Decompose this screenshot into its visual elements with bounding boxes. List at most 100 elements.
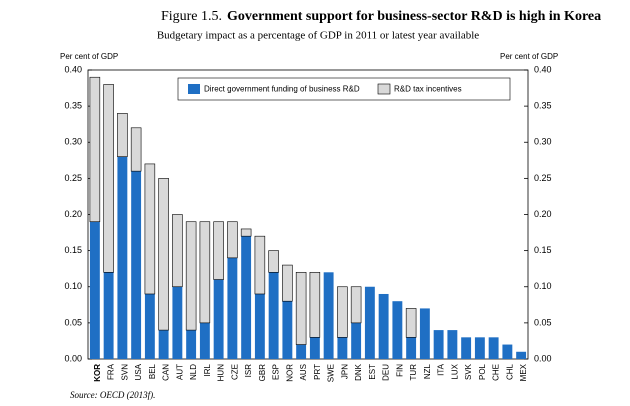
source-note: Source: OECD (2013f). (70, 390, 155, 400)
bar-segment (282, 264, 293, 302)
y2-tick-label: 0.40 (534, 64, 552, 74)
bar-segment (406, 337, 417, 359)
bar-segment (364, 286, 375, 359)
y2-tick-label: 0.35 (534, 101, 552, 111)
x-tick-label: BEL (148, 363, 157, 379)
legend-swatch (188, 84, 200, 94)
bar-segment (144, 163, 156, 295)
bar-segment (268, 250, 279, 273)
y2-tick-label: 0.10 (534, 281, 552, 291)
y-axis-label: Per cent of GDP (60, 52, 118, 61)
bar-segment (158, 330, 169, 359)
x-tick-label: MEX (519, 363, 528, 381)
x-tick-label: USA (134, 363, 143, 380)
y-tick-label: 0.10 (64, 281, 82, 291)
x-tick-label: GBR (258, 364, 267, 382)
x-tick-label: AUS (299, 364, 308, 380)
bar-segment (296, 344, 307, 359)
figure-label: Figure 1.5. (161, 9, 222, 24)
bar-segment (227, 221, 238, 259)
bar-segment (213, 221, 224, 280)
legend-box (177, 77, 511, 101)
bar-segment (309, 337, 320, 359)
bar-segment (144, 293, 155, 359)
x-tick-label: CZE (230, 364, 239, 380)
bar-segment (103, 84, 114, 273)
x-tick-label: NZL (423, 363, 432, 379)
bar-segment (474, 337, 485, 359)
y2-axis-label: Per cent of GDP (500, 52, 558, 61)
bar-segment (131, 171, 142, 359)
bar-segment (103, 272, 114, 359)
bar-segment (172, 286, 183, 359)
x-tick-label: AUT (175, 364, 184, 380)
x-tick-label: FIN (395, 364, 404, 377)
bar-segment (461, 337, 472, 359)
bar-segment (350, 286, 362, 324)
x-tick-label: NOR (285, 364, 294, 382)
x-tick-label: SVN (120, 364, 129, 381)
bar-segment (447, 330, 458, 359)
legend-swatch (377, 83, 391, 95)
y2-tick-label: 0.30 (534, 137, 552, 147)
y-tick-label: 0.25 (64, 173, 82, 183)
bar-segment (199, 322, 210, 359)
x-tick-label: HUN (217, 364, 226, 382)
bar-segment (254, 293, 265, 359)
bar-segment (130, 127, 142, 172)
y2-tick-label: 0.25 (534, 173, 552, 183)
y2-tick-label: 0.20 (534, 209, 552, 219)
x-tick-label: JPN (340, 364, 349, 379)
chart-subtitle: Budgetary impact as a percentage of GDP … (157, 30, 479, 42)
x-tick-label: POL (478, 363, 487, 380)
y2-tick-label: 0.15 (534, 245, 552, 255)
y2-tick-label: 0.00 (534, 353, 552, 363)
legend-label: R&D tax incentives (394, 85, 462, 94)
y-tick-label: 0.40 (64, 64, 82, 74)
bar-segment (488, 337, 499, 359)
x-tick-label: LUX (450, 363, 459, 379)
x-tick-label: PRT (313, 364, 322, 380)
bar-segment (405, 308, 417, 338)
bar-segment (199, 221, 211, 324)
x-tick-label: TUR (409, 364, 418, 381)
bar-segment (378, 293, 389, 359)
bar-segment (89, 76, 101, 223)
bar-segment (89, 221, 100, 359)
x-tick-label: DEU (382, 364, 391, 381)
bar-segment (172, 214, 183, 288)
y-tick-label: 0.35 (64, 101, 82, 111)
bar-segment (323, 272, 334, 359)
bar-segment (282, 301, 293, 359)
x-tick-label: ITA (437, 363, 446, 376)
x-tick-label: NLD (189, 364, 198, 380)
x-tick-label: ESP (272, 364, 281, 380)
x-tick-label: SVK (464, 363, 473, 380)
x-tick-label: EST (368, 364, 377, 380)
x-tick-label: SWE (327, 364, 336, 382)
bar-segment (295, 271, 307, 345)
y-tick-label: 0.20 (64, 209, 82, 219)
y-tick-label: 0.00 (64, 353, 82, 363)
bar-segment (337, 337, 348, 359)
x-tick-label: CHE (492, 364, 501, 381)
bar-segment (227, 257, 238, 359)
x-tick-label: CHL (505, 363, 514, 380)
bar-segment (117, 156, 128, 359)
x-tick-label: CAN (162, 364, 171, 381)
bar-segment (158, 178, 169, 331)
bar-segment (516, 351, 527, 359)
bar-segment (185, 221, 197, 331)
bar-segment (351, 322, 362, 359)
bar-segment (240, 228, 252, 237)
bar-segment (186, 330, 197, 359)
y-tick-label: 0.30 (64, 137, 82, 147)
y-tick-label: 0.05 (64, 317, 82, 327)
bar-segment (254, 235, 266, 295)
y2-tick-label: 0.05 (534, 317, 552, 327)
bar-segment (337, 286, 348, 338)
bar-segment (213, 279, 224, 359)
bar-segment (392, 301, 403, 359)
bar-segment (117, 113, 128, 157)
x-tick-label: IRL (203, 363, 212, 376)
